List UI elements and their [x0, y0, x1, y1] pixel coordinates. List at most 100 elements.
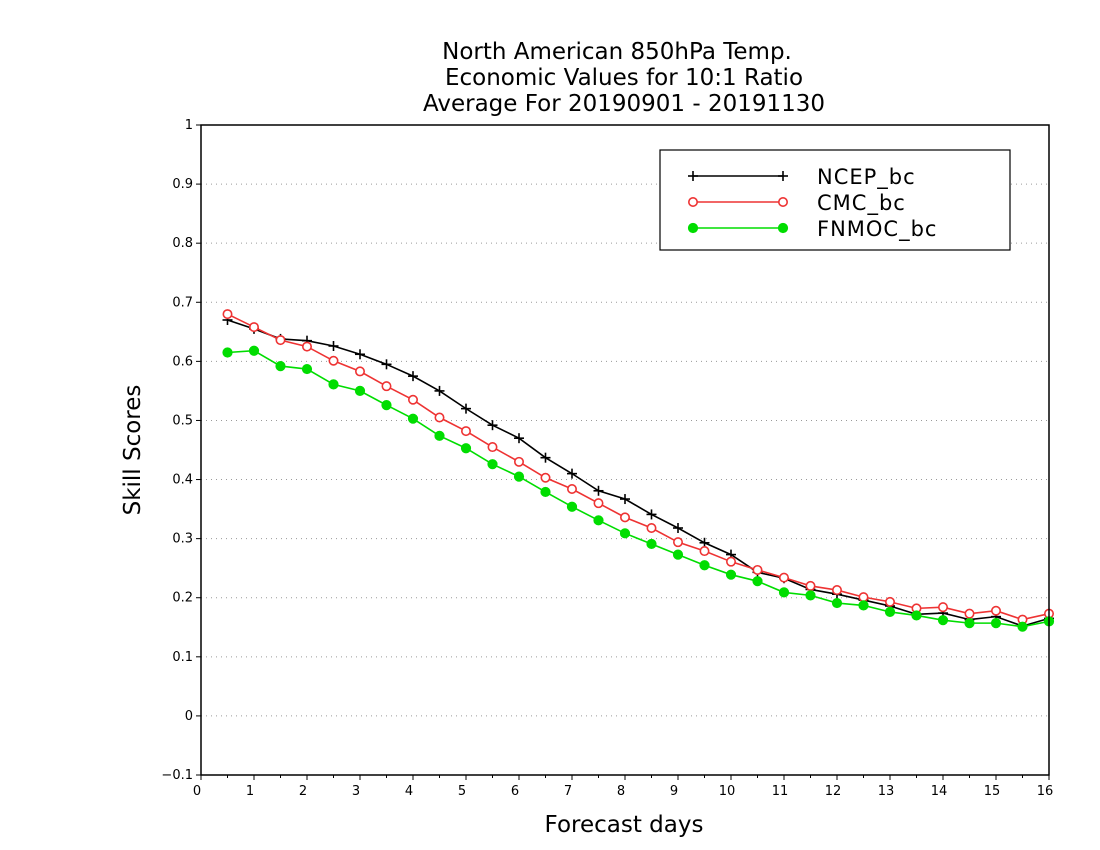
x-tick-label-8: 8 [617, 784, 625, 799]
data-point-FNMOC_bc-1 [248, 345, 260, 356]
data-point-CMC_bc-0 [222, 309, 233, 320]
x-tick-label-6: 6 [511, 784, 519, 799]
data-point-FNMOC_bc-5 [354, 385, 366, 397]
x-tick-label-14: 14 [931, 784, 948, 799]
x-tick-label-0: 0 [193, 784, 201, 799]
legend-marker-start-FNMOC_bc [687, 222, 699, 234]
data-point-CMC_bc-25 [884, 596, 895, 607]
x-tick-label-9: 9 [670, 784, 678, 799]
y-tick-label-6: 0.5 [172, 413, 193, 428]
series-line-CMC_bc [227, 313, 1050, 621]
data-point-FNMOC_bc-21 [778, 587, 790, 598]
y-tick-label-5: 0.4 [172, 473, 193, 488]
series-group [222, 309, 1055, 632]
data-point-FNMOC_bc-12 [540, 486, 551, 498]
data-point-FNMOC_bc-22 [805, 590, 816, 601]
chart-title: North American 850hPa Temp. Economic Val… [423, 39, 825, 117]
x-tick-label-15: 15 [984, 784, 1001, 799]
legend-marker-end-NCEP_bc [778, 171, 788, 181]
y-tick-label-2: 0.1 [172, 650, 193, 665]
data-point-FNMOC_bc-7 [407, 413, 419, 424]
legend-marker-start-CMC_bc [687, 197, 698, 208]
data-point-CMC_bc-4 [328, 355, 339, 366]
x-axis-label: Forecast days [545, 812, 704, 838]
data-point-NCEP_bc-4 [328, 341, 339, 351]
data-point-CMC_bc-5 [354, 366, 365, 377]
data-point-FNMOC_bc-18 [699, 560, 710, 571]
data-point-CMC_bc-7 [407, 394, 418, 405]
x-tick-label-12: 12 [825, 784, 842, 799]
data-point-FNMOC_bc-28 [964, 618, 975, 629]
data-point-FNMOC_bc-29 [990, 618, 1002, 629]
data-point-FNMOC_bc-25 [884, 606, 896, 618]
y-tick-label-7: 0.6 [172, 354, 193, 369]
data-point-FNMOC_bc-17 [672, 549, 684, 560]
data-point-CMC_bc-14 [593, 498, 604, 509]
x-tick-label-4: 4 [405, 784, 413, 799]
data-point-CMC_bc-21 [778, 572, 789, 583]
data-point-NCEP_bc-13 [567, 468, 577, 479]
data-point-NCEP_bc-15 [620, 494, 630, 505]
data-point-NCEP_bc-12 [540, 452, 551, 463]
data-point-CMC_bc-22 [805, 580, 816, 591]
y-tick-label-10: 0.9 [172, 177, 193, 192]
data-point-CMC_bc-6 [381, 381, 392, 392]
y-tick-label-8: 0.7 [172, 295, 193, 310]
data-point-FNMOC_bc-10 [487, 459, 498, 470]
data-point-CMC_bc-23 [831, 585, 842, 596]
data-point-CMC_bc-13 [566, 483, 577, 494]
data-point-CMC_bc-29 [990, 605, 1001, 616]
data-point-FNMOC_bc-6 [381, 399, 392, 411]
x-tick-label-5: 5 [458, 784, 466, 799]
data-point-FNMOC_bc-24 [858, 600, 869, 611]
y-tick-label-1: 0 [185, 709, 193, 724]
series-line-NCEP_bc [227, 319, 1050, 627]
series-CMC_bc [222, 309, 1055, 625]
data-point-FNMOC_bc-16 [646, 538, 657, 550]
data-point-CMC_bc-15 [619, 512, 630, 523]
data-point-CMC_bc-16 [646, 522, 657, 533]
data-point-NCEP_bc-17 [673, 523, 683, 533]
gridlines [201, 183, 1049, 717]
series-NCEP_bc [222, 315, 1054, 632]
data-point-CMC_bc-17 [672, 537, 683, 548]
data-point-CMC_bc-10 [487, 442, 498, 453]
data-point-CMC_bc-1 [249, 322, 260, 333]
data-point-CMC_bc-11 [513, 456, 524, 467]
chart-title-line-2: Economic Values for 10:1 Ratio [445, 65, 803, 91]
data-point-CMC_bc-9 [460, 426, 471, 437]
x-tick-label-16: 16 [1037, 784, 1054, 799]
legend-label-CMC_bc: CMC_bc [817, 191, 906, 216]
data-point-FNMOC_bc-23 [831, 597, 843, 609]
data-point-CMC_bc-20 [752, 564, 763, 575]
x-tick-label-2: 2 [299, 784, 307, 799]
data-point-FNMOC_bc-13 [566, 501, 578, 512]
data-point-NCEP_bc-14 [593, 485, 604, 496]
data-point-NCEP_bc-6 [381, 359, 392, 370]
x-axis-ticks: 0 1 2 3 4 5 6 7 8 9 10 11 12 13 14 15 16 [193, 775, 1053, 799]
x-tick-label-7: 7 [564, 784, 572, 799]
data-point-FNMOC_bc-4 [328, 379, 339, 390]
data-point-NCEP_bc-9 [461, 403, 471, 414]
legend-marker-start-NCEP_bc [688, 171, 698, 181]
data-point-CMC_bc-8 [434, 412, 445, 423]
data-point-FNMOC_bc-30 [1017, 621, 1028, 632]
data-point-CMC_bc-12 [540, 472, 551, 483]
x-tick-label-11: 11 [772, 784, 789, 799]
y-tick-label-9: 0.8 [172, 236, 193, 251]
data-point-CMC_bc-18 [699, 546, 710, 557]
y-tick-label-0: −0.1 [161, 768, 193, 783]
data-point-CMC_bc-19 [725, 556, 736, 567]
series-FNMOC_bc [222, 345, 1055, 632]
series-line-FNMOC_bc [227, 349, 1050, 628]
data-point-NCEP_bc-7 [408, 371, 418, 382]
y-axis-ticks: −0.1 0 0.1 0.2 0.3 0.4 0.5 0.6 0.7 0.8 0.9 1 [161, 118, 201, 783]
data-point-FNMOC_bc-8 [434, 430, 445, 441]
data-point-FNMOC_bc-9 [460, 443, 472, 454]
data-point-NCEP_bc-10 [487, 420, 498, 431]
legend-box [659, 149, 1011, 251]
data-point-NCEP_bc-16 [646, 509, 657, 520]
data-point-NCEP_bc-5 [355, 349, 365, 360]
